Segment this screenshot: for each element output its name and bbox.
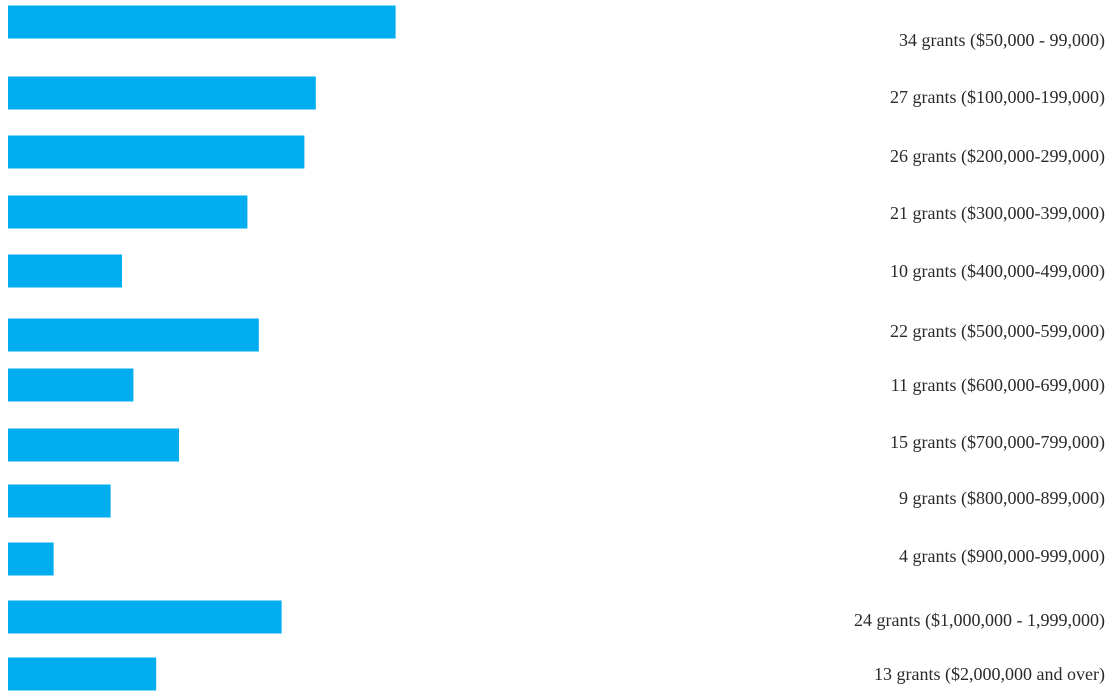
bar-7 xyxy=(8,368,134,402)
bars-group xyxy=(8,5,396,691)
bar-2 xyxy=(8,76,316,110)
labels-group: 34 grants ($50,000 - 99,000) 27 grants ($… xyxy=(854,30,1105,685)
bar-label-3: 26 grants ($200,000-299,000) xyxy=(890,146,1105,167)
bar-11 xyxy=(8,600,282,634)
bar-label-2: 27 grants ($100,000-199,000) xyxy=(890,87,1105,108)
bar-5 xyxy=(8,254,122,288)
bar-4 xyxy=(8,195,248,229)
bar-label-12: 13 grants ($2,000,000 and over) xyxy=(874,664,1105,685)
bar-label-4: 21 grants ($300,000-399,000) xyxy=(890,203,1105,224)
bar-label-7: 11 grants ($600,000-699,000) xyxy=(891,375,1105,396)
bar-8 xyxy=(8,428,179,462)
bar-3 xyxy=(8,135,305,169)
bar-9 xyxy=(8,484,111,518)
bar-label-1: 34 grants ($50,000 - 99,000) xyxy=(899,30,1105,51)
bar-label-9: 9 grants ($800,000-899,000) xyxy=(899,488,1105,509)
bar-label-11: 24 grants ($1,000,000 - 1,999,000) xyxy=(854,610,1105,631)
bar-1 xyxy=(8,5,396,39)
bar-6 xyxy=(8,318,259,352)
bar-label-5: 10 grants ($400,000-499,000) xyxy=(890,261,1105,282)
bar-label-8: 15 grants ($700,000-799,000) xyxy=(890,432,1105,453)
bar-label-6: 22 grants ($500,000-599,000) xyxy=(890,321,1105,342)
bar-12 xyxy=(8,657,157,691)
bar-label-10: 4 grants ($900,000-999,000) xyxy=(899,546,1105,567)
bar-10 xyxy=(8,542,54,576)
